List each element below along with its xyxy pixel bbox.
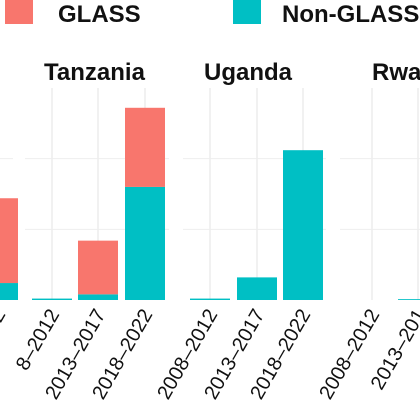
legend-key-glass — [5, 0, 33, 24]
x-tick-label-clipped: 2 — [0, 306, 10, 327]
legend: GLASS Non-GLASS — [5, 0, 419, 28]
bar-glass — [125, 107, 165, 187]
bar-non-glass — [0, 283, 18, 300]
bar-glass — [78, 240, 118, 295]
bar-non-glass — [283, 150, 323, 300]
bar-non-glass — [32, 298, 72, 300]
facet-panel-partial-left: 2 — [0, 88, 18, 326]
facet-title-tanzania: Tanzania — [44, 59, 146, 86]
x-tick-label: 2008–2012 — [315, 306, 384, 404]
bar-non-glass — [78, 294, 118, 300]
facet-title-rwanda: Rwa — [372, 59, 420, 86]
bar-non-glass — [237, 277, 277, 300]
legend-label-non-glass: Non-GLASS — [282, 1, 419, 28]
bar-non-glass — [190, 298, 230, 300]
bar-non-glass — [398, 299, 420, 300]
panel-background — [340, 88, 420, 300]
legend-key-non-glass — [233, 0, 261, 24]
bar-non-glass — [125, 186, 165, 300]
facet-title-uganda: Uganda — [204, 59, 293, 86]
legend-label-glass: GLASS — [58, 1, 141, 28]
bar-glass — [0, 198, 18, 284]
